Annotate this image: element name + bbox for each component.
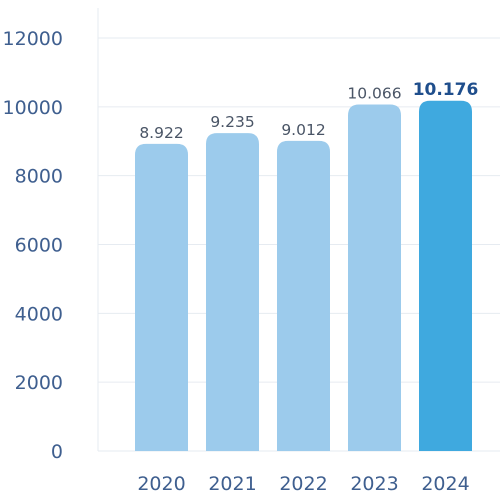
value-labels: 8.922 9.235 9.012 10.066 10.176 xyxy=(139,80,478,142)
y-tick-label: 10000 xyxy=(3,97,63,119)
value-label-2023: 10.066 xyxy=(347,85,401,103)
x-tick-label-2024: 2024 xyxy=(421,473,469,495)
x-tick-label-2020: 2020 xyxy=(137,473,185,495)
bar-2024 xyxy=(419,100,472,451)
y-tick-label: 8000 xyxy=(15,166,63,188)
x-tick-label-2021: 2021 xyxy=(208,473,256,495)
bar-2021 xyxy=(206,133,259,451)
value-label-2022: 9.012 xyxy=(281,121,325,139)
y-tick-label: 6000 xyxy=(15,235,63,257)
y-axis-tick-labels: 0 2000 4000 6000 8000 10000 12000 xyxy=(3,28,63,463)
value-label-2024: 10.176 xyxy=(413,80,479,100)
y-tick-label: 12000 xyxy=(3,28,63,50)
bar-2022 xyxy=(277,140,330,451)
bar-2023 xyxy=(348,104,401,452)
bars xyxy=(135,100,472,452)
y-tick-label: 2000 xyxy=(15,372,63,394)
value-label-2020: 8.922 xyxy=(139,124,183,142)
y-tick-label: 4000 xyxy=(15,303,63,325)
x-axis-category-labels: 2020 2021 2022 2023 2024 xyxy=(137,473,469,495)
value-label-2021: 9.235 xyxy=(210,113,254,131)
x-tick-label-2022: 2022 xyxy=(279,473,327,495)
bar-2020 xyxy=(135,143,188,451)
y-tick-label: 0 xyxy=(51,441,63,463)
x-tick-label-2023: 2023 xyxy=(350,473,398,495)
